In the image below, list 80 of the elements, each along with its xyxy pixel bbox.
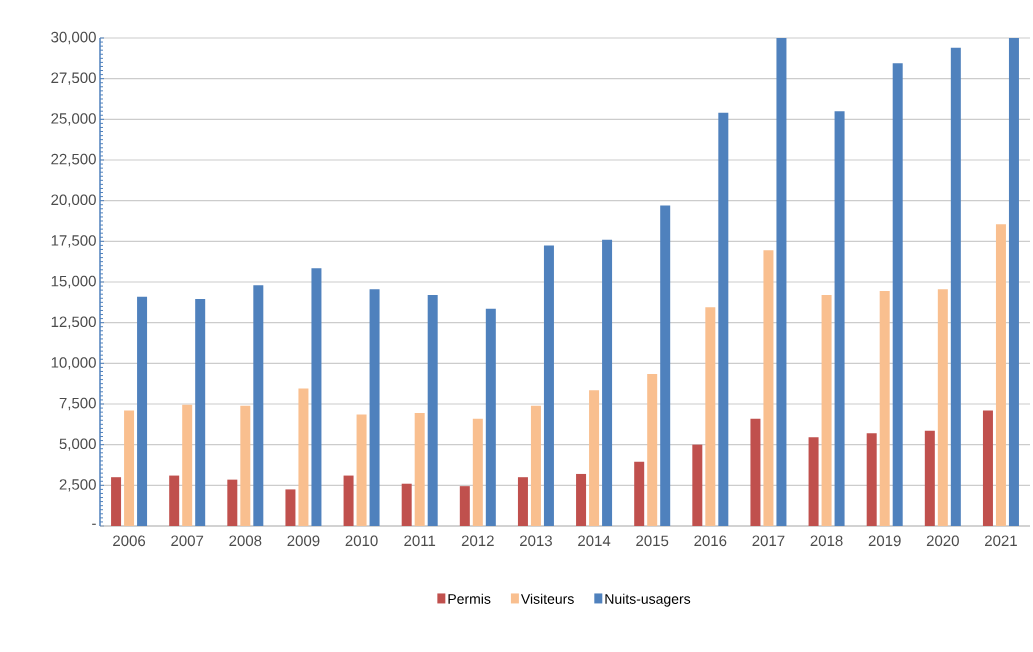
bar (821, 295, 832, 526)
x-tick-label: 2009 (287, 535, 320, 547)
bar (937, 289, 948, 526)
bar (950, 47, 961, 526)
x-tick-label: 2014 (578, 535, 611, 547)
bar (485, 308, 496, 526)
x-tick-label: 2017 (752, 535, 785, 547)
legend-label: Permis (448, 593, 491, 604)
y-tick-label: 5,000 (59, 438, 96, 451)
bar (1008, 37, 1019, 526)
x-tick-label: 2015 (636, 535, 669, 547)
bar (647, 373, 658, 526)
y-tick-label: 27,500 (51, 72, 96, 85)
bar (834, 111, 845, 526)
bar (517, 477, 528, 526)
x-tick-label: 2021 (985, 535, 1017, 547)
y-tick-label: 17,500 (51, 235, 96, 248)
x-tick-label: 2011 (404, 535, 436, 547)
bar (182, 404, 193, 526)
bar (414, 412, 425, 526)
bar (602, 239, 613, 526)
x-tick-label: 2010 (345, 535, 378, 547)
bar (750, 418, 761, 526)
bar (892, 63, 903, 526)
bar (472, 418, 483, 526)
legend-label: Nuits-usagers (605, 593, 691, 607)
bar (240, 405, 251, 526)
bar (576, 473, 587, 526)
bar (169, 475, 180, 526)
bar (369, 289, 380, 526)
bar (589, 390, 600, 526)
x-tick-label: 2006 (113, 535, 146, 547)
bar (808, 437, 819, 526)
bar (459, 486, 470, 526)
bar (137, 296, 148, 526)
bar (298, 388, 309, 526)
bar (253, 285, 264, 526)
y-tick-label: 30,000 (51, 31, 96, 45)
y-tick-label: 20,000 (51, 194, 96, 207)
bar (311, 268, 322, 526)
y-tick-label: 12,500 (51, 316, 96, 329)
bar (227, 479, 238, 526)
x-tick-label: 2020 (926, 535, 959, 547)
legend-label: Visiteurs (520, 593, 574, 604)
bar (401, 483, 412, 526)
x-tick-label: 2018 (810, 535, 843, 547)
x-tick-label: 2013 (520, 535, 552, 547)
bar (982, 410, 993, 526)
bar (692, 444, 703, 526)
x-tick-label: 2008 (229, 535, 262, 547)
bar (124, 410, 135, 526)
bar (543, 245, 554, 526)
bar (705, 307, 716, 526)
x-tick-label: 2007 (171, 535, 204, 547)
y-tick-label: 22,500 (51, 153, 96, 167)
y-tick-label: 15,000 (51, 275, 96, 289)
y-tick-label: - (92, 523, 96, 525)
bar (718, 112, 729, 526)
y-tick-label: 10,000 (51, 357, 96, 370)
bar (285, 489, 296, 526)
bar (866, 433, 877, 526)
bar (924, 430, 935, 526)
bar (195, 299, 206, 526)
bar (763, 250, 774, 526)
bar (356, 414, 367, 526)
bar (530, 405, 541, 526)
bar (660, 205, 671, 526)
bar (634, 461, 645, 526)
bar (343, 475, 354, 526)
bar (995, 224, 1006, 526)
y-tick-label: 2,500 (59, 479, 96, 492)
bar (427, 295, 438, 526)
x-tick-label: 2012 (461, 535, 494, 547)
x-tick-label: 2019 (868, 535, 901, 547)
x-tick-label: 2016 (694, 535, 727, 547)
y-tick-label: 7,500 (59, 397, 96, 411)
bar (776, 37, 787, 526)
bar (879, 290, 890, 526)
bar (111, 477, 122, 526)
y-tick-label: 25,000 (51, 113, 96, 126)
